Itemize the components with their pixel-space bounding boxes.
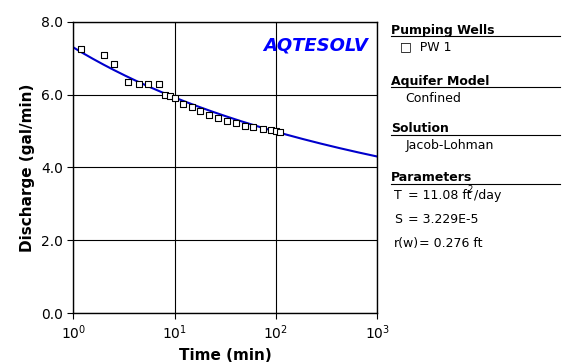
Text: Jacob-Lohman: Jacob-Lohman [405, 139, 494, 152]
Point [241, 123, 250, 128]
Point [77, 46, 86, 52]
Text: Pumping Wells: Pumping Wells [391, 24, 495, 37]
Point [205, 112, 214, 118]
Point [267, 127, 276, 133]
Text: 2: 2 [467, 185, 472, 194]
Point [170, 95, 179, 101]
Text: AQTESOLV: AQTESOLV [263, 36, 368, 54]
Point [178, 101, 187, 107]
Text: r(w): r(w) [394, 237, 419, 250]
Text: Solution: Solution [391, 122, 449, 135]
Text: □  PW 1: □ PW 1 [400, 40, 451, 53]
Point [271, 128, 280, 134]
Point [275, 129, 284, 135]
Point [160, 92, 169, 98]
Text: S: S [394, 213, 402, 226]
Point [135, 81, 144, 87]
Text: Parameters: Parameters [391, 171, 472, 184]
Y-axis label: Discharge (gal/min): Discharge (gal/min) [20, 83, 35, 252]
Text: = 11.08 ft: = 11.08 ft [408, 189, 472, 202]
Point [214, 115, 223, 121]
Point [99, 52, 108, 58]
Text: = 0.276 ft: = 0.276 ft [419, 237, 483, 250]
Point [196, 108, 205, 114]
Text: T: T [394, 189, 402, 202]
Point [144, 81, 153, 87]
Point [166, 94, 175, 99]
Point [249, 124, 258, 130]
Text: /day: /day [474, 189, 502, 202]
Point [154, 82, 163, 87]
Point [188, 104, 197, 110]
Point [124, 79, 133, 85]
Text: = 3.229E-5: = 3.229E-5 [408, 213, 479, 226]
Text: Confined: Confined [405, 92, 461, 105]
Point [231, 120, 240, 126]
Text: Aquifer Model: Aquifer Model [391, 75, 490, 88]
X-axis label: Time (min): Time (min) [179, 348, 271, 363]
Point [109, 61, 118, 67]
Point [222, 118, 231, 124]
Point [259, 126, 268, 132]
